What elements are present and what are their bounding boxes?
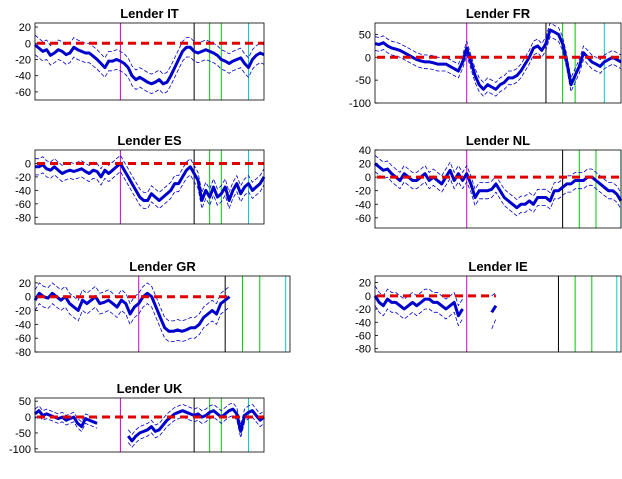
y-tick-label: -20: [15, 54, 31, 66]
y-tick-label: -80: [15, 347, 31, 359]
series-lower-band: [34, 415, 265, 448]
panel-title: Lender GR: [129, 259, 196, 274]
series-upper-band: [374, 155, 622, 200]
series-estimate: [33, 291, 231, 333]
axes-box: [374, 149, 622, 229]
panel-6: Lender UK 50 0 -50 -100: [9, 381, 265, 456]
y-tick-label: -60: [355, 213, 371, 225]
series-lower-band: [374, 305, 497, 330]
axes-box: [34, 275, 291, 353]
series-lower-band: [35, 171, 265, 209]
panel-3: Lender NL 40 200 -20-40 -60: [355, 133, 622, 229]
axes-box: [374, 22, 622, 104]
y-tick-label: 40: [359, 145, 371, 157]
series-upper-band: [374, 285, 497, 307]
y-tick-label: -20: [15, 172, 31, 184]
y-tick-label: 50: [19, 396, 31, 408]
y-tick-label: -40: [355, 317, 371, 329]
y-tick-label: -20: [15, 306, 31, 318]
y-tick-label: -100: [349, 98, 371, 110]
y-tick-label: -50: [15, 428, 31, 440]
y-tick-label: -60: [355, 330, 371, 342]
y-tick-label: -20: [355, 186, 371, 198]
series-estimate: [374, 162, 622, 210]
y-tick-label: 20: [359, 159, 371, 171]
y-tick-label: 0: [25, 292, 31, 304]
panel-4: Lender GR 20 0 -20-40 -60 -80: [15, 259, 291, 359]
series-estimate: [34, 407, 265, 443]
series-estimate: [374, 28, 622, 91]
panel-title: Lender ES: [117, 133, 182, 148]
y-tick-label: -60: [15, 333, 31, 345]
panel-0: Lender IT 20 0 -20 -40 -60: [15, 6, 265, 101]
panel-5: Lender IE 200-20-40-60 -80: [355, 259, 622, 356]
series-lower-band: [34, 54, 265, 94]
series-lower-band: [374, 171, 622, 217]
axes-box: [34, 397, 265, 453]
y-tick-label: -60: [15, 87, 31, 99]
series-estimate: [373, 294, 498, 318]
series-upper-band: [35, 155, 265, 193]
y-tick-label: -20: [355, 304, 371, 316]
series-upper-band: [34, 282, 230, 322]
panel-title: Lender UK: [117, 381, 183, 396]
y-tick-label: -40: [15, 185, 31, 197]
axes-box: [34, 22, 265, 101]
y-tick-label: -50: [355, 75, 371, 87]
panel-title: Lender FR: [466, 6, 531, 21]
series-estimate: [34, 43, 265, 86]
y-tick-label: 20: [359, 278, 371, 290]
panel-title: Lender NL: [466, 133, 530, 148]
panel-title: Lender IE: [468, 259, 528, 274]
y-tick-label: 0: [365, 172, 371, 184]
y-tick-label: -40: [355, 199, 371, 211]
y-tick-label: 0: [365, 291, 371, 303]
y-tick-label: -80: [355, 344, 371, 356]
panel-1: Lender FR 50 0 -50 -100: [349, 6, 622, 110]
series-estimate: [35, 162, 266, 202]
axes-box: [374, 275, 622, 353]
panel-title: Lender IT: [120, 6, 179, 21]
y-tick-label: 0: [365, 52, 371, 64]
series-upper-band: [34, 402, 265, 435]
series-lower-band: [34, 303, 230, 342]
y-tick-label: 0: [25, 38, 31, 50]
y-tick-label: -80: [15, 212, 31, 224]
series-upper-band: [34, 34, 265, 75]
y-tick-label: 50: [359, 29, 371, 41]
series-lower-band: [374, 36, 622, 97]
y-tick-label: -40: [15, 71, 31, 83]
y-tick-label: -40: [15, 319, 31, 331]
panel-2: Lender ES 0 -20-40 -60-80: [15, 133, 266, 225]
axes-box: [34, 149, 265, 225]
y-tick-label: -60: [15, 199, 31, 211]
y-tick-label: 0: [25, 158, 31, 170]
y-tick-label: 20: [19, 278, 31, 290]
y-tick-label: 20: [19, 22, 31, 34]
y-tick-label: 0: [25, 412, 31, 424]
y-tick-label: -100: [9, 444, 31, 456]
